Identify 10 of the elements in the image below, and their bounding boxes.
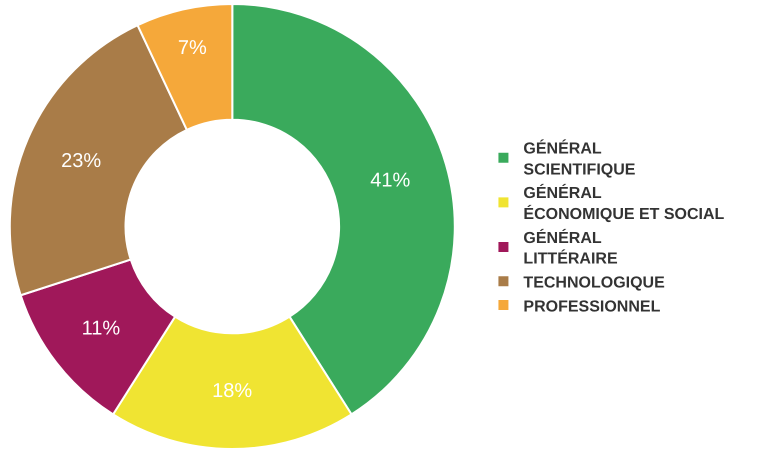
data-label: 18% (212, 380, 252, 402)
legend-label: GÉNÉRAL SCIENTIFIQUE (523, 138, 636, 178)
legend-label: PROFESSIONNEL (523, 298, 661, 316)
legend-label: GÉNÉRAL ÉCONOMIQUE ET SOCIAL (523, 183, 725, 224)
legend-label: TECHNOLOGIQUE (523, 274, 666, 292)
data-label: 23% (61, 150, 102, 172)
legend-label: GÉNÉRAL LITTÉRAIRE (523, 228, 618, 268)
data-label: 11% (82, 317, 120, 340)
data-label: 41% (370, 170, 411, 192)
data-label: 7% (178, 37, 208, 60)
